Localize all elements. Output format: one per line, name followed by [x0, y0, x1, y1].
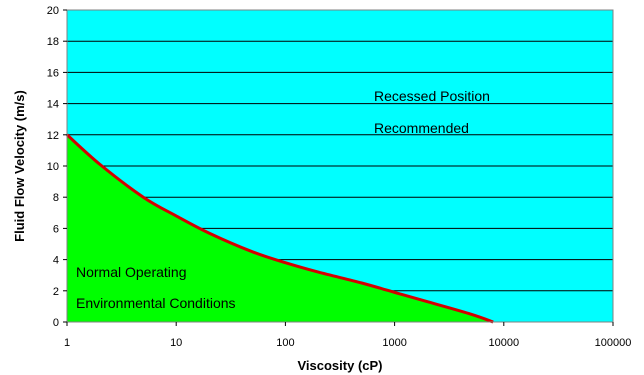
y-axis-label: Fluid Flow Velocity (m/s) [12, 90, 27, 242]
boundary-curve [66, 133, 494, 324]
x-axis-ticks: 1 10 100 1000 10000 100000 [64, 322, 631, 349]
y-tick-label: 20 [47, 5, 59, 17]
y-tick-label: 12 [47, 130, 59, 142]
y-tick-label: 14 [47, 99, 59, 111]
normal-operating-region [67, 134, 494, 322]
y-axis-ticks: 0 2 4 6 8 10 12 14 16 18 20 [47, 5, 67, 329]
y-tick-label: 4 [53, 255, 59, 267]
y-tick-label: 16 [47, 67, 59, 79]
region-label-upper-line2: Recommended [374, 120, 469, 136]
x-tick-label: 10 [170, 337, 182, 349]
x-tick-label: 100000 [595, 337, 632, 349]
x-axis-label: Viscosity (cP) [297, 358, 382, 373]
y-tick-label: 10 [47, 161, 59, 173]
region-label-upper-line1: Recessed Position [374, 88, 490, 104]
x-tick-label: 1 [64, 337, 70, 349]
x-tick-label: 10000 [489, 337, 520, 349]
y-tick-label: 8 [53, 192, 59, 204]
y-tick-label: 0 [53, 317, 59, 329]
region-label-lower-line2: Environmental Conditions [76, 295, 236, 311]
region-label-lower-line1: Normal Operating [76, 264, 187, 280]
y-tick-label: 6 [53, 223, 59, 235]
y-tick-label: 2 [53, 286, 59, 298]
x-tick-label: 1000 [382, 337, 406, 349]
x-tick-label: 100 [276, 337, 294, 349]
y-tick-label: 18 [47, 36, 59, 48]
